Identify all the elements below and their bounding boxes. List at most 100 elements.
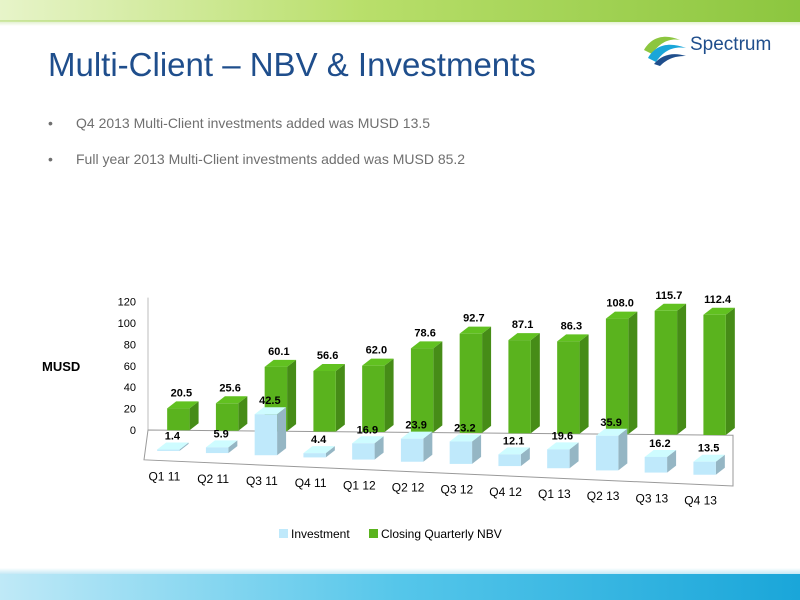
investment-bar-top [254, 407, 287, 415]
nbv-data-label: 62.0 [366, 345, 387, 357]
nbv-bar-side [677, 303, 687, 435]
nbv-bar-side [530, 333, 540, 434]
investment-bar [254, 414, 278, 456]
bullet-item: Q4 2013 Multi-Client investments added w… [48, 115, 465, 131]
x-tick-label: Q4 13 [684, 494, 717, 508]
investment-bar [449, 441, 473, 464]
nbv-bar [654, 310, 678, 435]
x-tick-label: Q4 12 [489, 485, 522, 499]
investment-bar [547, 449, 570, 469]
nbv-data-label: 86.3 [561, 320, 582, 332]
investment-bar [693, 461, 716, 475]
x-tick-label: Q3 13 [636, 491, 669, 505]
investment-bar [303, 453, 326, 458]
x-tick-label: Q3 11 [246, 474, 278, 488]
top-decor-band [0, 0, 800, 26]
investment-bar-top [547, 442, 579, 450]
nbv-data-label: 78.6 [414, 327, 435, 339]
nbv-bar-side [189, 401, 199, 431]
nbv-data-label: 112.4 [704, 294, 732, 306]
nbv-bar-side [287, 359, 297, 432]
nbv-bar-top [508, 333, 540, 341]
nbv-bar-top [557, 334, 589, 342]
bullet-item: Full year 2013 Multi-Client investments … [48, 151, 465, 167]
nbv-bar-top [459, 326, 492, 334]
nbv-bar-top [654, 303, 687, 311]
nbv-bar-top [167, 401, 199, 409]
chart-floor [143, 429, 734, 487]
investment-bar-side [520, 447, 530, 467]
investment-bar-side [179, 442, 189, 451]
nbv-bar-side [482, 326, 492, 433]
nbv-bar-side [579, 334, 589, 434]
investment-data-label: 5.9 [213, 428, 228, 440]
investment-bar-side [569, 442, 579, 469]
y-tick-label: 80 [124, 339, 136, 351]
investment-bar-side [618, 428, 628, 471]
chart-back-wall [148, 300, 156, 430]
nbv-data-label: 92.7 [463, 313, 484, 325]
x-tick-label: Q1 11 [148, 470, 180, 484]
investment-bar-side [228, 440, 238, 454]
x-tick-label: Q1 13 [538, 487, 571, 501]
nbv-data-label: 115.7 [655, 290, 682, 302]
x-tick-label: Q3 12 [441, 483, 474, 497]
nbv-bar-top [215, 396, 248, 404]
investment-bar-top [595, 428, 628, 436]
nbv-bar-side [384, 358, 394, 433]
investment-bar-side [667, 449, 677, 473]
investment-bar [644, 456, 668, 473]
nbv-bar [313, 371, 336, 432]
nbv-bar [215, 403, 239, 431]
investment-bar-side [277, 407, 287, 456]
investment-data-label: 1.4 [165, 431, 181, 443]
x-tick-label: Q4 11 [295, 476, 327, 490]
investment-bar-side [472, 434, 482, 464]
investment-data-label: 23.9 [405, 420, 426, 432]
investment-data-label: 12.1 [503, 435, 524, 447]
investment-data-label: 35.9 [600, 417, 621, 429]
nbv-bar-top [605, 311, 638, 319]
x-tick-label: Q2 12 [392, 481, 425, 495]
investment-bar [595, 435, 619, 471]
investment-bar [352, 443, 375, 460]
wave-icon [644, 36, 686, 66]
nbv-bar [362, 365, 385, 433]
nbv-bar [459, 333, 483, 433]
legend-label-nbv: Closing Quarterly NBV [381, 527, 502, 541]
investment-data-label: 23.2 [454, 423, 475, 435]
nbv-bar-top [703, 307, 735, 315]
investment-bar-side [715, 454, 725, 475]
nbv-data-label: 20.5 [171, 387, 192, 399]
nbv-bar-top [410, 341, 443, 349]
nbv-bar-side [238, 396, 248, 431]
investment-bar-top [693, 454, 725, 462]
x-tick-label: Q2 13 [587, 489, 620, 503]
nbv-data-label: 60.1 [268, 346, 289, 358]
legend-swatch-investment [279, 529, 288, 538]
nbv-bar-side [628, 311, 638, 435]
nbv-data-label: 56.6 [317, 350, 338, 362]
y-tick-label: 60 [124, 361, 136, 373]
investment-bar-top [352, 436, 384, 444]
y-tick-label: 20 [124, 404, 136, 416]
investment-bar [498, 454, 521, 467]
investment-data-label: 4.4 [311, 434, 327, 446]
slide-title: Multi-Client – NBV & Investments [48, 46, 536, 83]
investment-bar-top [157, 442, 189, 450]
nbv-bar-top [313, 364, 345, 372]
legend-swatch-nbv [369, 529, 378, 538]
y-tick-label: 120 [118, 297, 136, 309]
investment-bar-top [205, 440, 238, 448]
legend-label-investment: Investment [291, 527, 350, 541]
y-tick-label: 40 [124, 382, 136, 394]
investment-bar-side [423, 431, 433, 462]
investment-bar [205, 447, 229, 454]
investment-bar [400, 438, 424, 462]
investment-bar-top [644, 449, 677, 457]
nbv-data-label: 25.6 [219, 382, 240, 394]
investment-data-label: 42.5 [259, 395, 280, 407]
y-axis-label: MUSD [42, 359, 80, 374]
nbv-bar [410, 348, 434, 433]
